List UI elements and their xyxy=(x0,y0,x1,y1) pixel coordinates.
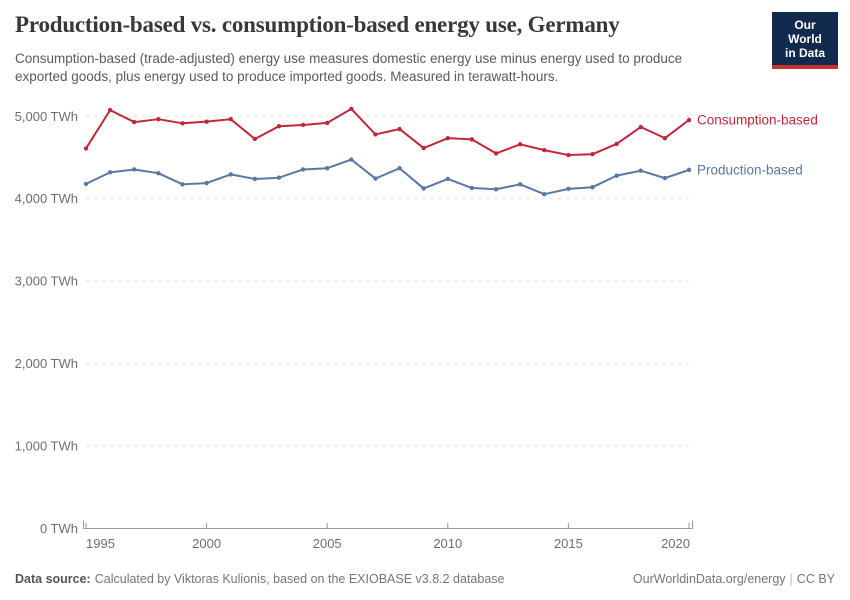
series-label-production-based: Production-based xyxy=(697,162,803,177)
data-point-production-based-2007[interactable] xyxy=(373,176,378,181)
data-point-consumption-based-2000[interactable] xyxy=(204,119,209,124)
data-point-consumption-based-2011[interactable] xyxy=(469,137,475,142)
data-point-consumption-based-2012[interactable] xyxy=(493,151,499,156)
data-point-production-based-2002[interactable] xyxy=(252,176,258,182)
y-axis-label-2000: 2,000 TWh xyxy=(15,356,78,371)
data-point-production-based-2013[interactable] xyxy=(517,182,523,187)
data-point-consumption-based-2015[interactable] xyxy=(566,152,571,158)
y-axis-label-3000: 3,000 TWh xyxy=(15,274,78,289)
data-point-consumption-based-2003[interactable] xyxy=(276,123,282,129)
data-source-text: Calculated by Viktoras Kulionis, based o… xyxy=(94,572,505,586)
data-point-production-based-2008[interactable] xyxy=(397,166,402,171)
chart-subtitle: Consumption-based (trade-adjusted) energ… xyxy=(15,50,682,86)
y-axis-label-0: 0 TWh xyxy=(40,521,78,536)
x-axis-label-2020: 2020 xyxy=(661,536,690,551)
data-point-consumption-based-2004[interactable] xyxy=(300,122,306,128)
data-point-consumption-based-2019[interactable] xyxy=(662,135,668,141)
data-point-production-based-2011[interactable] xyxy=(469,185,475,191)
data-point-consumption-based-2013[interactable] xyxy=(517,142,523,147)
data-point-consumption-based-2017[interactable] xyxy=(614,141,619,147)
data-point-production-based-2018[interactable] xyxy=(638,168,643,173)
series-line-production-based[interactable] xyxy=(85,158,690,196)
footer: Data source: Calculated by Viktoras Kulio… xyxy=(15,572,835,586)
data-point-consumption-based-2016[interactable] xyxy=(590,152,595,157)
data-point-consumption-based-1995[interactable] xyxy=(83,146,89,151)
data-point-consumption-based-2005[interactable] xyxy=(325,120,330,126)
data-point-production-based-2009[interactable] xyxy=(421,186,426,191)
data-source-label: Data source: xyxy=(15,572,91,586)
data-point-production-based-2014[interactable] xyxy=(542,192,547,197)
data-point-production-based-2015[interactable] xyxy=(566,186,571,192)
data-point-production-based-2004[interactable] xyxy=(300,167,306,172)
data-point-consumption-based-1998[interactable] xyxy=(156,116,161,122)
data-point-production-based-1997[interactable] xyxy=(132,167,137,172)
subtitle-line-2: exported goods, plus energy used to prod… xyxy=(15,69,559,84)
footer-citation-link[interactable]: OurWorldinData.org/energy | CC BY xyxy=(633,572,835,586)
subtitle-line-1: Consumption-based (trade-adjusted) energ… xyxy=(15,51,683,66)
data-point-consumption-based-1997[interactable] xyxy=(132,119,137,125)
data-point-consumption-based-2001[interactable] xyxy=(228,116,233,122)
footer-license[interactable]: CC BY xyxy=(796,572,835,586)
x-axis-label-2000: 2000 xyxy=(192,536,221,551)
series-line-consumption-based[interactable] xyxy=(85,107,690,157)
data-point-production-based-2003[interactable] xyxy=(276,175,282,180)
data-point-consumption-based-2020[interactable] xyxy=(686,117,692,123)
data-point-production-based-2006[interactable] xyxy=(349,157,354,162)
owid-logo-line-1: Our World xyxy=(788,18,822,46)
y-axis-label-4000: 4,000 TWh xyxy=(15,191,78,206)
data-point-consumption-based-1996[interactable] xyxy=(107,107,113,113)
data-point-production-based-1995[interactable] xyxy=(83,181,89,187)
data-point-consumption-based-2014[interactable] xyxy=(542,147,547,153)
data-point-consumption-based-2008[interactable] xyxy=(397,126,402,132)
data-point-production-based-2016[interactable] xyxy=(590,184,595,190)
footer-separator: | xyxy=(789,572,793,586)
y-axis-label-1000: 1,000 TWh xyxy=(15,439,78,454)
x-axis-label-2005: 2005 xyxy=(313,536,342,551)
data-point-consumption-based-1999[interactable] xyxy=(180,121,185,126)
x-axis-label-2015: 2015 xyxy=(554,536,583,551)
data-point-consumption-based-2006[interactable] xyxy=(349,106,354,112)
data-point-production-based-2020[interactable] xyxy=(686,167,692,173)
data-point-production-based-1999[interactable] xyxy=(180,182,185,187)
data-point-consumption-based-2002[interactable] xyxy=(252,136,258,142)
data-point-production-based-2010[interactable] xyxy=(445,176,450,182)
data-point-consumption-based-2009[interactable] xyxy=(421,145,426,151)
series-label-consumption-based: Consumption-based xyxy=(697,113,818,128)
data-point-consumption-based-2018[interactable] xyxy=(638,124,643,130)
chart-title: Production-based vs. consumption-based e… xyxy=(15,12,620,37)
x-axis-label-2010: 2010 xyxy=(433,536,462,551)
data-source-note: Data source: Calculated by Viktoras Kulio… xyxy=(15,572,504,586)
data-point-production-based-2012[interactable] xyxy=(493,187,499,192)
x-axis-label-1995: 1995 xyxy=(86,536,115,551)
data-point-consumption-based-2010[interactable] xyxy=(445,135,450,141)
data-point-production-based-2017[interactable] xyxy=(614,173,619,178)
owid-logo[interactable]: Our World in Data xyxy=(772,12,838,69)
data-point-production-based-1996[interactable] xyxy=(107,170,113,175)
data-point-consumption-based-2007[interactable] xyxy=(373,132,378,137)
data-point-production-based-1998[interactable] xyxy=(156,170,161,176)
data-point-production-based-2000[interactable] xyxy=(204,180,209,186)
data-point-production-based-2005[interactable] xyxy=(325,166,330,171)
footer-url[interactable]: OurWorldinData.org/energy xyxy=(632,572,786,586)
owid-logo-line-2: in Data xyxy=(784,46,825,60)
data-point-production-based-2001[interactable] xyxy=(228,172,233,177)
data-point-production-based-2019[interactable] xyxy=(662,175,668,181)
y-axis-label-5000: 5,000 TWh xyxy=(15,109,78,124)
